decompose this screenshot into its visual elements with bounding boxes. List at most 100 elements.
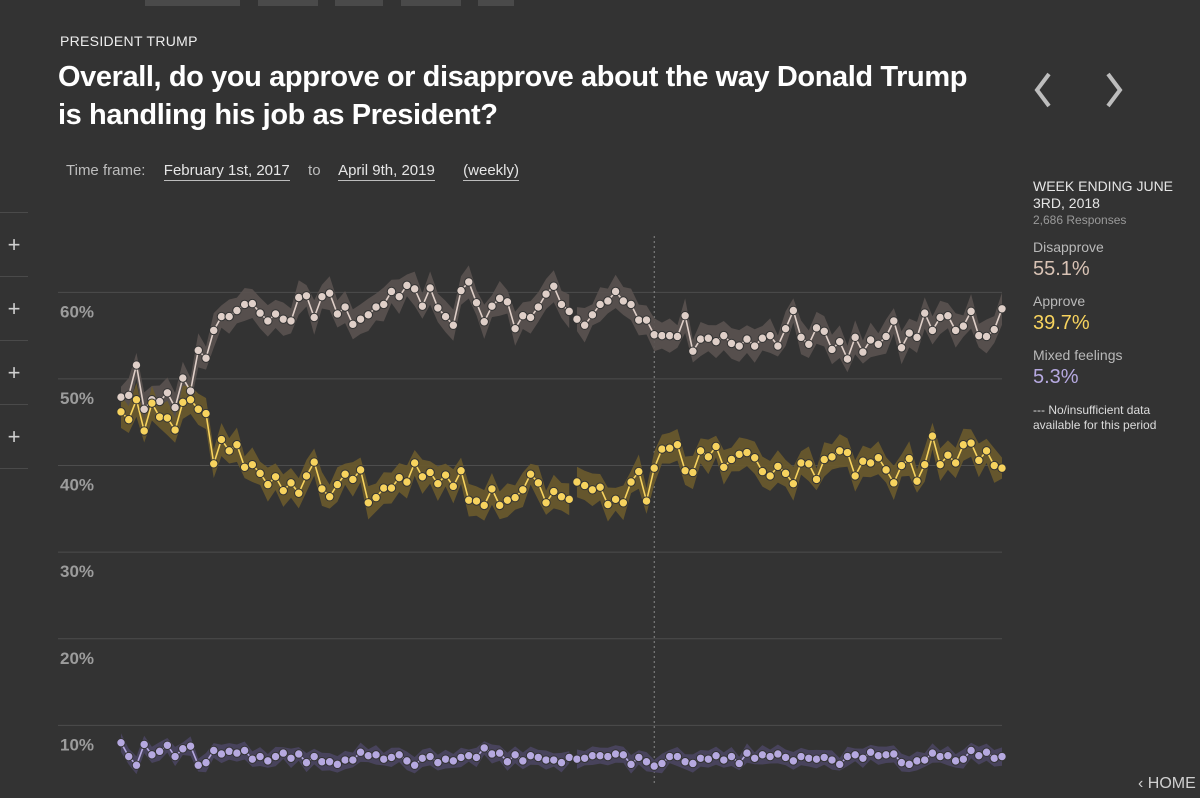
data-point[interactable] bbox=[904, 759, 914, 770]
data-point[interactable] bbox=[804, 459, 814, 469]
data-point[interactable] bbox=[858, 456, 868, 466]
data-point[interactable] bbox=[456, 285, 466, 296]
data-point[interactable] bbox=[865, 458, 876, 468]
data-point[interactable] bbox=[920, 308, 930, 318]
data-point[interactable] bbox=[124, 390, 134, 401]
data-point[interactable] bbox=[842, 447, 853, 458]
data-point[interactable] bbox=[433, 479, 443, 489]
data-point[interactable] bbox=[471, 752, 482, 763]
data-point[interactable] bbox=[541, 498, 551, 508]
data-point[interactable] bbox=[780, 468, 791, 479]
data-point[interactable] bbox=[502, 297, 513, 307]
data-point[interactable] bbox=[139, 404, 149, 414]
data-point[interactable] bbox=[881, 465, 891, 475]
data-point[interactable] bbox=[657, 444, 667, 454]
data-point[interactable] bbox=[719, 330, 729, 341]
data-point[interactable] bbox=[409, 760, 420, 770]
data-point[interactable] bbox=[950, 325, 961, 336]
data-point[interactable] bbox=[224, 746, 234, 757]
expand-button[interactable]: + bbox=[0, 213, 28, 277]
start-date-link[interactable]: February 1st, 2017 bbox=[163, 162, 290, 181]
data-point[interactable] bbox=[966, 306, 976, 317]
data-point[interactable] bbox=[309, 312, 319, 323]
top-nav-tab[interactable] bbox=[335, 0, 383, 6]
data-point[interactable] bbox=[247, 459, 258, 470]
home-link[interactable]: ‹ HOME bbox=[1138, 775, 1196, 793]
data-point[interactable] bbox=[348, 319, 358, 330]
data-point[interactable] bbox=[510, 492, 520, 503]
data-point[interactable] bbox=[958, 321, 969, 331]
data-point[interactable] bbox=[680, 310, 690, 321]
data-point[interactable] bbox=[332, 309, 343, 319]
data-point[interactable] bbox=[394, 291, 404, 302]
data-point[interactable] bbox=[154, 396, 165, 407]
top-nav-tab[interactable] bbox=[258, 0, 318, 6]
data-point[interactable] bbox=[858, 347, 868, 357]
data-point[interactable] bbox=[317, 291, 327, 302]
data-point[interactable] bbox=[518, 756, 528, 766]
data-point[interactable] bbox=[850, 750, 860, 760]
data-point[interactable] bbox=[124, 414, 134, 425]
data-point[interactable] bbox=[193, 404, 203, 414]
data-point[interactable] bbox=[255, 468, 265, 479]
data-point[interactable] bbox=[379, 754, 389, 764]
data-point[interactable] bbox=[950, 458, 961, 468]
data-point[interactable] bbox=[641, 757, 652, 767]
data-point[interactable] bbox=[935, 751, 945, 762]
data-point[interactable] bbox=[943, 450, 953, 460]
data-point[interactable] bbox=[425, 751, 435, 762]
data-point[interactable] bbox=[835, 336, 845, 347]
data-point[interactable] bbox=[587, 750, 598, 761]
data-point[interactable] bbox=[456, 466, 466, 476]
data-point[interactable] bbox=[750, 341, 760, 351]
data-point[interactable] bbox=[819, 326, 829, 336]
data-point[interactable] bbox=[209, 745, 219, 756]
interval-link[interactable]: (weekly) bbox=[463, 162, 519, 181]
data-point[interactable] bbox=[742, 748, 752, 758]
data-point[interactable] bbox=[487, 301, 497, 311]
data-point[interactable] bbox=[270, 751, 281, 762]
data-point[interactable] bbox=[889, 316, 899, 326]
data-point[interactable] bbox=[479, 500, 489, 511]
data-point[interactable] bbox=[634, 466, 644, 477]
end-date-link[interactable]: April 9th, 2019 bbox=[338, 162, 435, 181]
data-point[interactable] bbox=[819, 752, 829, 763]
data-point[interactable] bbox=[402, 280, 412, 291]
data-point[interactable] bbox=[865, 747, 876, 757]
data-point[interactable] bbox=[309, 751, 319, 762]
data-point[interactable] bbox=[518, 485, 528, 495]
data-point[interactable] bbox=[641, 315, 652, 325]
data-point[interactable] bbox=[811, 323, 822, 333]
data-point[interactable] bbox=[827, 755, 837, 765]
data-point[interactable] bbox=[239, 462, 250, 472]
data-point[interactable] bbox=[626, 759, 636, 770]
data-point[interactable] bbox=[178, 744, 188, 754]
data-point[interactable] bbox=[726, 454, 737, 465]
data-point[interactable] bbox=[997, 751, 1007, 762]
data-point[interactable] bbox=[162, 740, 173, 750]
data-point[interactable] bbox=[301, 471, 312, 481]
prev-question-button[interactable] bbox=[1031, 70, 1055, 110]
data-point[interactable] bbox=[595, 299, 605, 310]
data-point[interactable] bbox=[487, 749, 497, 759]
data-point[interactable] bbox=[865, 335, 876, 345]
data-point[interactable] bbox=[788, 756, 799, 766]
data-point[interactable] bbox=[989, 753, 999, 763]
data-point[interactable] bbox=[842, 354, 853, 364]
data-point[interactable] bbox=[386, 286, 397, 297]
data-point[interactable] bbox=[618, 750, 629, 760]
data-point[interactable] bbox=[572, 754, 582, 764]
data-point[interactable] bbox=[750, 453, 760, 463]
data-point[interactable] bbox=[386, 752, 397, 763]
data-point[interactable] bbox=[348, 474, 358, 485]
data-point[interactable] bbox=[603, 751, 613, 762]
data-point[interactable] bbox=[464, 750, 474, 761]
data-point[interactable] bbox=[510, 750, 520, 760]
data-point[interactable] bbox=[556, 299, 567, 310]
data-point[interactable] bbox=[595, 482, 605, 492]
data-point[interactable] bbox=[355, 465, 366, 475]
data-point[interactable] bbox=[363, 310, 373, 320]
data-point[interactable] bbox=[440, 470, 451, 480]
data-point[interactable] bbox=[178, 397, 188, 408]
data-point[interactable] bbox=[579, 753, 590, 763]
